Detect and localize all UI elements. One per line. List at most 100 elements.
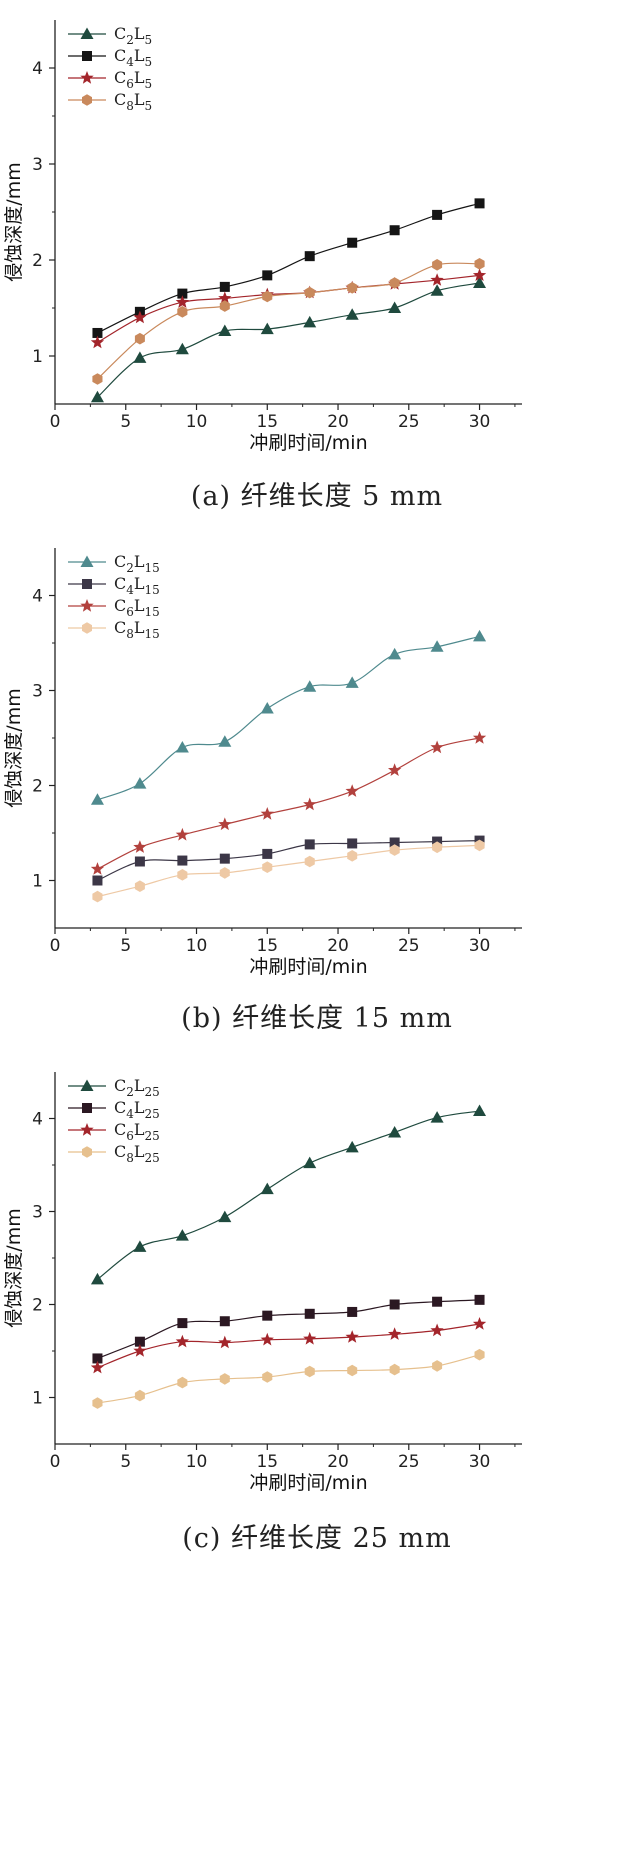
legend-label: C8L5 <box>114 90 152 113</box>
data-point-C2L25 <box>175 1229 189 1241</box>
data-point-C6L5 <box>430 273 444 286</box>
legend-label: C4L25 <box>114 1098 160 1121</box>
chart-a-svg: 0 5 10 15 20 25 301234冲刷时间/min侵蚀深度/mmC2L5C4L5C… <box>3 20 522 454</box>
data-point-C4L5 <box>389 225 400 236</box>
data-point-C4L15 <box>92 875 103 886</box>
legend-marker <box>82 1146 92 1158</box>
data-point-C4L15 <box>219 853 230 864</box>
data-point-C4L25 <box>474 1294 485 1305</box>
data-point-C2L25 <box>218 1210 232 1223</box>
data-point-C8L25 <box>432 1360 443 1372</box>
data-point-C8L5 <box>347 282 358 294</box>
chart-c-caption: (c) 纤维长度 25 mm <box>182 1523 452 1554</box>
data-point-C6L25 <box>260 1332 274 1346</box>
y-tick-label: 2 <box>32 777 43 797</box>
legend-marker <box>82 51 92 61</box>
x-tick-label: 25 <box>398 412 420 432</box>
data-point-C2L15 <box>303 680 317 692</box>
legend-label: C6L5 <box>114 68 152 91</box>
x-tick-label: 10 <box>186 412 208 432</box>
data-point-C2L5 <box>430 284 444 296</box>
data-point-C4L15 <box>134 856 145 867</box>
legend-item-C8L15: C8L15 <box>68 618 160 641</box>
data-point-C6L15 <box>388 763 402 776</box>
data-point-C6L15 <box>175 827 189 841</box>
data-point-C8L15 <box>262 861 273 873</box>
data-point-C8L5 <box>432 259 443 271</box>
data-point-C2L5 <box>175 342 189 355</box>
legend-item-C2L25: C2L25 <box>68 1076 160 1099</box>
y-tick-label: 2 <box>32 251 43 271</box>
series-line-C2L15 <box>97 635 480 801</box>
x-tick-label: 20 <box>327 1452 349 1472</box>
y-axis-label: 侵蚀深度/mm <box>3 162 25 281</box>
data-point-C4L5 <box>177 288 188 299</box>
x-tick-label: 0 <box>50 936 61 956</box>
x-tick-label: 15 <box>256 412 278 432</box>
series-line-C8L15 <box>97 844 480 898</box>
legend-label: C6L25 <box>114 1120 160 1143</box>
data-point-C6L25 <box>218 1335 232 1349</box>
data-point-C6L15 <box>303 797 317 811</box>
data-point-C2L15 <box>388 647 402 660</box>
data-point-C8L15 <box>347 850 358 862</box>
data-point-C4L25 <box>262 1310 273 1321</box>
data-point-C4L5 <box>92 327 103 338</box>
data-point-C2L25 <box>473 1104 487 1117</box>
legend-label: C2L25 <box>114 1076 160 1099</box>
series-C8L15 <box>92 839 485 903</box>
data-point-C4L15 <box>347 838 358 849</box>
data-point-C6L15 <box>430 740 444 754</box>
y-tick-label: 4 <box>32 59 43 79</box>
series-line-C6L15 <box>97 737 480 870</box>
legend-marker <box>80 555 94 567</box>
data-point-C8L5 <box>474 258 485 270</box>
x-axis-label: 冲刷时间/min <box>249 1472 367 1494</box>
series-line-C6L25 <box>97 1323 480 1369</box>
y-tick-label: 2 <box>32 1296 43 1316</box>
data-point-C2L25 <box>388 1125 402 1138</box>
chart-b-caption: (b) 纤维长度 15 mm <box>181 1003 453 1034</box>
data-point-C6L25 <box>175 1334 189 1348</box>
legend-label: C6L15 <box>114 596 160 619</box>
data-point-C4L25 <box>432 1296 443 1307</box>
x-axis-label: 冲刷时间/min <box>249 432 367 454</box>
series-C4L25 <box>92 1294 485 1364</box>
data-point-C2L5 <box>90 390 104 403</box>
data-point-C6L15 <box>260 807 274 820</box>
chart-panel-a: 0 5 10 15 20 25 30 1 2 3 4 冲刷时间/min 侵蚀深度/mm C2L5 C4L5 C… <box>0 0 634 520</box>
legend-marker <box>82 622 92 634</box>
series-line-C8L5 <box>97 262 480 380</box>
data-point-C2L25 <box>345 1140 359 1153</box>
y-tick-label: 1 <box>32 1389 43 1409</box>
legend-label: C4L15 <box>114 574 160 597</box>
data-point-C4L25 <box>304 1308 315 1319</box>
chart-c-svg: 0 5 10 15 20 25 30 1 2 3 4 冲刷时间/min 侵蚀深度/mm C2L25C4L2… <box>3 1072 522 1494</box>
data-point-C2L5 <box>388 301 402 313</box>
data-point-C4L25 <box>219 1316 230 1327</box>
data-point-C6L5 <box>472 268 487 281</box>
data-point-C4L25 <box>389 1299 400 1310</box>
y-tick-label: 4 <box>32 587 43 607</box>
data-point-C8L25 <box>262 1371 273 1383</box>
legend-label: C2L5 <box>114 24 152 47</box>
legend-item-C4L5: C4L5 <box>68 46 152 69</box>
data-point-C2L15 <box>133 777 147 789</box>
x-tick-label: 0 <box>50 1452 61 1472</box>
data-point-C8L25 <box>304 1365 315 1378</box>
legend-item-C8L5: C8L5 <box>68 90 152 113</box>
data-point-C8L25 <box>474 1348 485 1361</box>
series-line-C4L5 <box>97 202 480 334</box>
data-point-C2L25 <box>90 1272 104 1285</box>
data-point-C4L5 <box>432 209 443 220</box>
data-point-C6L5 <box>175 295 189 308</box>
data-point-C6L15 <box>133 840 147 853</box>
data-point-C8L15 <box>304 855 315 868</box>
legend-item-C6L25: C6L25 <box>68 1120 160 1143</box>
data-point-C2L15 <box>218 735 232 747</box>
data-point-C4L25 <box>92 1353 103 1364</box>
legend-marker <box>82 94 92 106</box>
data-point-C8L15 <box>219 867 230 879</box>
data-point-C8L5 <box>92 373 103 385</box>
chart-panel-c: 0 5 10 15 20 25 30 1 2 3 4 冲刷时间/min 侵蚀深度/mm C2L25 C4L2… <box>0 1050 634 1867</box>
